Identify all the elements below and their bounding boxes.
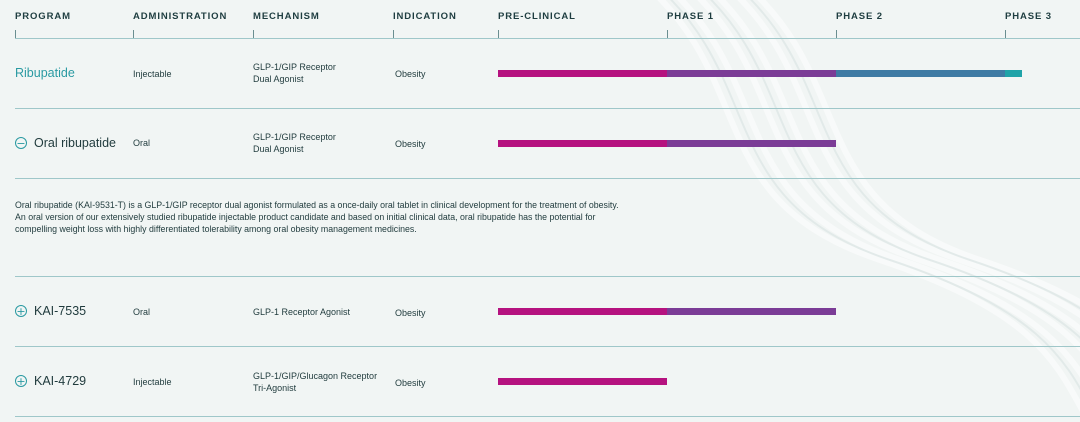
header-tick [498, 30, 499, 38]
expand-icon[interactable]: + [15, 304, 27, 318]
row-divider [15, 108, 1080, 109]
mechanism-value: GLP-1/GIP Receptor Dual Agonist [253, 131, 393, 155]
program-description: Oral ribupatide (KAI-9531-T) is a GLP-1/… [15, 199, 625, 235]
header-tick [667, 30, 668, 38]
row-divider [15, 276, 1080, 277]
mechanism-line: GLP-1/GIP/Glucagon Receptor [253, 371, 378, 381]
description-line: compelling weight loss with highly diffe… [15, 224, 417, 234]
mechanism-value: GLP-1/GIP/Glucagon Receptor Tri-Agonist [253, 370, 393, 394]
progress-segment-preclinical [498, 378, 667, 385]
mechanism-value: GLP-1 Receptor Agonist [253, 306, 393, 318]
program-name: KAI-7535 [34, 304, 87, 318]
row-divider [15, 416, 1080, 417]
indication-value: Obesity [395, 69, 426, 79]
program-toggle-oral-ribupatide[interactable]: − Oral ribupatide [15, 136, 116, 150]
header-tick [133, 30, 134, 38]
header-tick [15, 30, 16, 38]
header-mechanism: MECHANISM [253, 11, 320, 22]
description-line: Oral ribupatide (KAI-9531-T) is a GLP-1/… [15, 200, 619, 210]
program-link-ribupatide[interactable]: Ribupatide [15, 66, 75, 80]
header-administration: ADMINISTRATION [133, 11, 228, 22]
description-line: An oral version of our extensively studi… [15, 212, 596, 222]
mechanism-line: Dual Agonist [253, 144, 304, 154]
administration-value: Injectable [133, 69, 172, 79]
header-tick [393, 30, 394, 38]
mechanism-line: Tri-Agonist [253, 383, 297, 393]
program-name: KAI-4729 [34, 374, 87, 388]
header-preclinical: PRE-CLINICAL [498, 11, 576, 22]
progress-segment-preclinical [498, 140, 667, 147]
header-tick [836, 30, 837, 38]
mechanism-line: Dual Agonist [253, 74, 304, 84]
progress-segment-preclinical [498, 70, 667, 77]
program-name: Oral ribupatide [34, 136, 116, 150]
progress-segment-phase1 [667, 140, 836, 147]
progress-bar [498, 308, 836, 315]
program-toggle-kai-7535[interactable]: + KAI-7535 [15, 304, 86, 318]
header-program: PROGRAM [15, 11, 71, 22]
header-phase3: PHASE 3 [1005, 11, 1052, 22]
header-phase2: PHASE 2 [836, 11, 883, 22]
indication-value: Obesity [395, 378, 426, 388]
progress-bar [498, 140, 836, 147]
header-phase1: PHASE 1 [667, 11, 714, 22]
progress-segment-phase2 [836, 70, 1005, 77]
mechanism-line: GLP-1 Receptor Agonist [253, 307, 351, 317]
administration-value: Injectable [133, 377, 172, 387]
progress-segment-phase1 [667, 70, 836, 77]
progress-bar [498, 378, 667, 385]
row-divider [15, 346, 1080, 347]
indication-value: Obesity [395, 139, 426, 149]
pipeline-table-header: PROGRAM ADMINISTRATION MECHANISM INDICAT… [0, 0, 1080, 40]
header-tick [1005, 30, 1006, 38]
program-name: Ribupatide [15, 66, 75, 80]
collapse-icon[interactable]: − [15, 136, 27, 150]
progress-bar [498, 70, 1022, 77]
program-toggle-kai-4729[interactable]: + KAI-4729 [15, 374, 86, 388]
progress-segment-phase3 [1005, 70, 1022, 77]
expand-icon[interactable]: + [15, 374, 27, 388]
header-tick [253, 30, 254, 38]
indication-value: Obesity [395, 308, 426, 318]
progress-segment-phase1 [667, 308, 836, 315]
administration-value: Oral [133, 138, 151, 148]
mechanism-value: GLP-1/GIP Receptor Dual Agonist [253, 61, 393, 85]
progress-segment-preclinical [498, 308, 667, 315]
administration-value: Oral [133, 307, 151, 317]
mechanism-line: GLP-1/GIP Receptor [253, 62, 336, 72]
header-indication: INDICATION [393, 11, 457, 22]
mechanism-line: GLP-1/GIP Receptor [253, 132, 336, 142]
header-divider [15, 38, 1080, 39]
row-divider [15, 178, 1080, 179]
